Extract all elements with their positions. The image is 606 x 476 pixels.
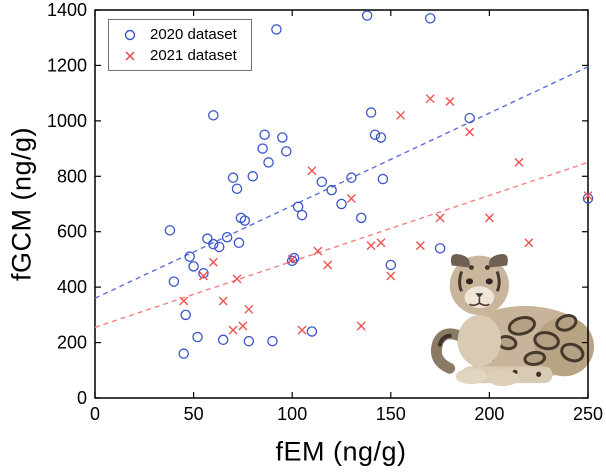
- x-axis-label: fEM (ng/g): [275, 436, 407, 467]
- series-2020-dataset: [164, 10, 594, 359]
- y-tick-label: 0: [77, 388, 87, 408]
- legend: 2020 dataset 2021 dataset: [108, 19, 252, 71]
- y-tick-label: 800: [57, 166, 87, 186]
- legend-item-2020: 2020 dataset: [119, 27, 237, 42]
- circle-marker-icon: [124, 29, 136, 40]
- y-tick-label: 1200: [47, 55, 87, 75]
- x-marker-icon: [125, 50, 135, 61]
- plot-border: [94, 9, 589, 399]
- y-tick-label: 1000: [47, 111, 87, 131]
- legend-item-2021: 2021 dataset: [119, 48, 237, 63]
- x-tick-label: 200: [474, 404, 504, 424]
- x-tick-label: 50: [184, 404, 204, 424]
- trendline-0: [94, 66, 589, 299]
- y-tick-label: 1400: [47, 0, 87, 20]
- legend-label-2020: 2020 dataset: [150, 26, 237, 43]
- clouded-leopard-image: [430, 254, 595, 387]
- y-tick-label: 200: [57, 333, 87, 353]
- x-tick-label: 100: [277, 404, 307, 424]
- series-2021-dataset: [179, 94, 593, 335]
- y-axis-label: fGCM (ng/g): [6, 126, 37, 282]
- x-axis-ticks: 0 50 100 150 200 250: [90, 10, 603, 424]
- legend-label-2021: 2021 dataset: [150, 47, 237, 64]
- y-axis-ticks: 0 200 400 600 800 1000 1200 1400: [47, 0, 588, 408]
- x-tick-label: 250: [573, 404, 603, 424]
- x-tick-label: 0: [90, 404, 100, 424]
- trendline-1: [94, 161, 589, 328]
- y-tick-label: 400: [57, 277, 87, 297]
- y-tick-label: 600: [57, 222, 87, 242]
- x-tick-label: 150: [376, 404, 406, 424]
